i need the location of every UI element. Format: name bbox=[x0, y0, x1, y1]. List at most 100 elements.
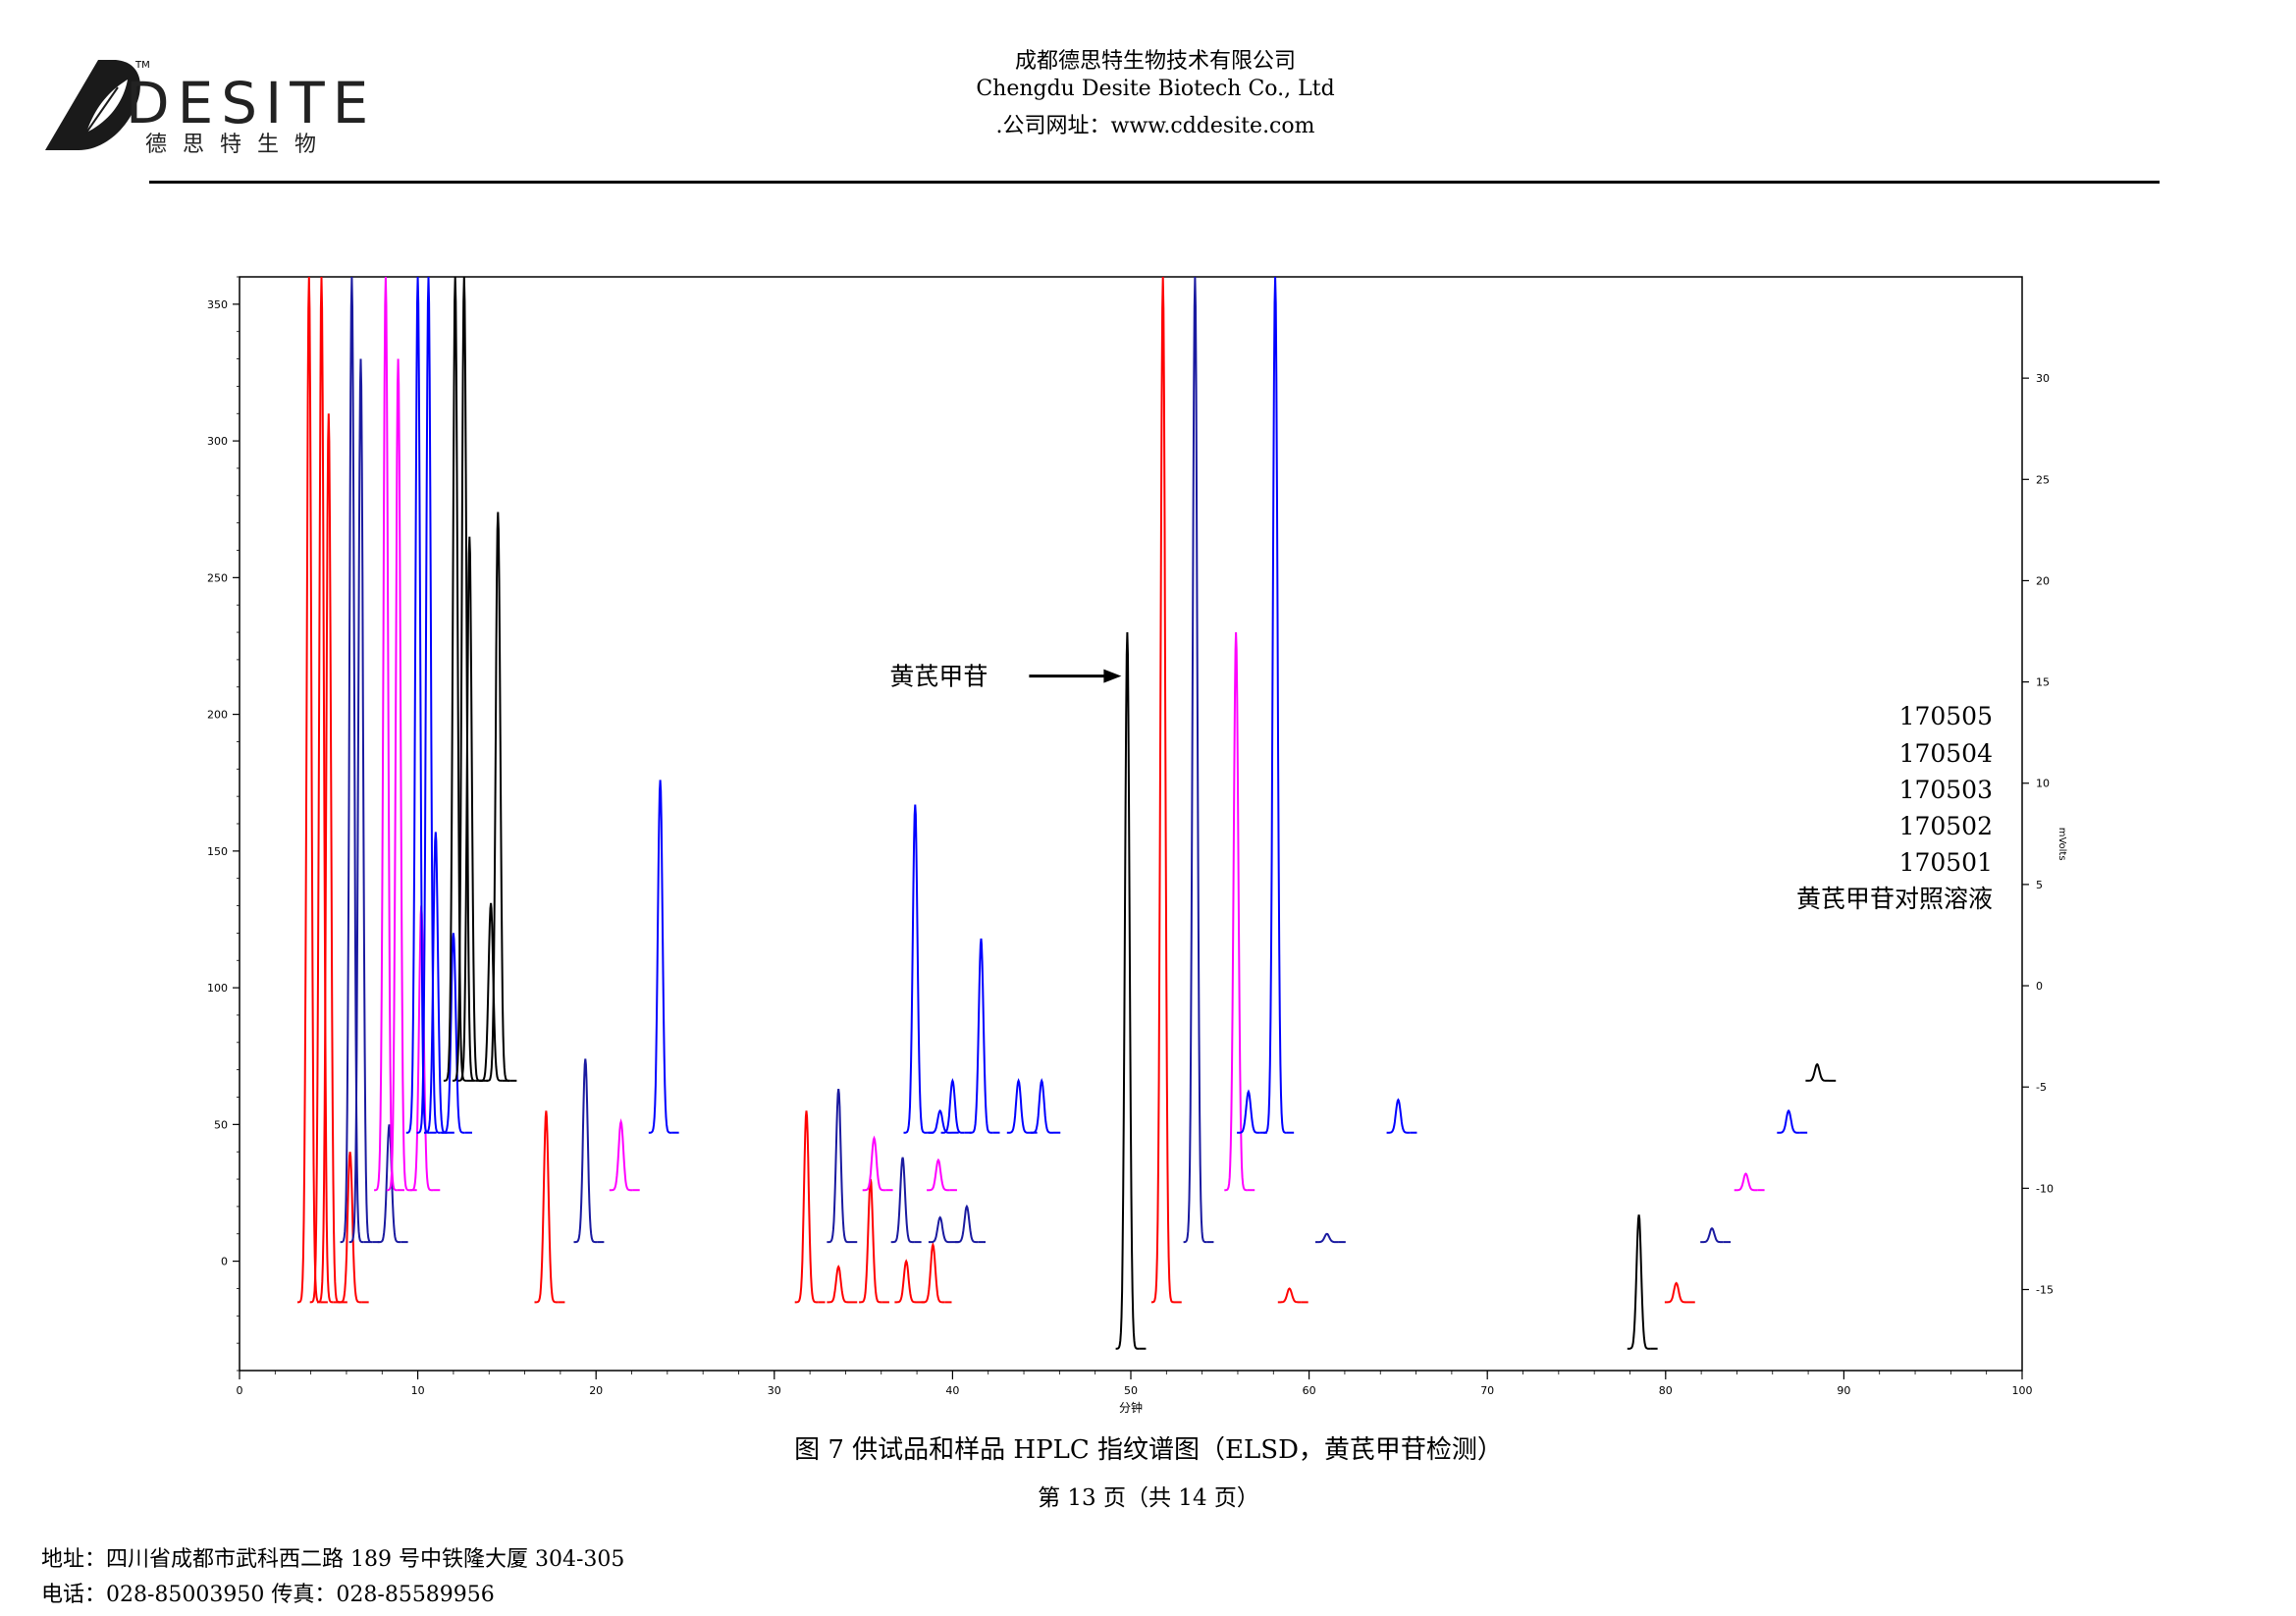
figure-caption: 图 7 供试品和样品 HPLC 指纹谱图（ELSD，黄芪甲苷检测） bbox=[794, 1435, 1503, 1465]
series-label: 170502 bbox=[1899, 812, 1993, 840]
x-axis-label: 分钟 bbox=[1119, 1400, 1143, 1414]
page-number: 第 13 页（共 14 页） bbox=[1038, 1485, 1259, 1511]
peak-mark bbox=[457, 536, 482, 1082]
y2-tick-label: 0 bbox=[2036, 980, 2043, 993]
annotation-arrowhead bbox=[1103, 669, 1122, 683]
peak-mark bbox=[1030, 1077, 1053, 1134]
peak-mark bbox=[859, 1178, 882, 1304]
leaf-logo-icon bbox=[45, 60, 140, 150]
peak-mark bbox=[1734, 1172, 1758, 1192]
series-label: 170504 bbox=[1899, 739, 1993, 768]
hplc-chromatogram: 0 10 20 30 40 50 60 70 80 90 100分钟0501001502002503… bbox=[207, 276, 2067, 1414]
peak-mark bbox=[374, 277, 398, 1192]
peak-mark bbox=[1224, 631, 1248, 1192]
y2-tick-label: 15 bbox=[2036, 676, 2050, 689]
peak-mark bbox=[405, 277, 430, 1134]
peak-mark bbox=[573, 1058, 598, 1244]
chart-labels: 黄芪甲苷对照溶液 170501 170502 170503 170504 170505 黄芪… bbox=[889, 663, 1993, 913]
peak-mark bbox=[317, 413, 341, 1304]
y-tick-label: 300 bbox=[207, 435, 228, 448]
y-tick-label: 50 bbox=[214, 1118, 228, 1131]
peak-mark bbox=[1777, 1108, 1800, 1134]
peak-mark bbox=[348, 358, 373, 1244]
peak-mark bbox=[927, 1158, 950, 1192]
peak-mark bbox=[1183, 277, 1207, 1244]
y2-tick-label: -15 bbox=[2036, 1283, 2054, 1296]
y2-tick-label: 10 bbox=[2036, 778, 2050, 790]
logo-trademark: TM bbox=[135, 60, 150, 71]
logo-brand-text: DESITE bbox=[126, 70, 377, 136]
x-tick-label: 80 bbox=[1659, 1384, 1673, 1397]
peak-mark bbox=[794, 1110, 819, 1304]
peak-mark bbox=[297, 277, 321, 1304]
peak-mark bbox=[827, 1265, 850, 1304]
peak-mark bbox=[486, 512, 510, 1082]
company-website: .公司网址：www.cddesite.com bbox=[995, 114, 1315, 138]
series-label: 黄芪甲苷对照溶液 bbox=[1796, 885, 1993, 913]
peak-mark bbox=[890, 1157, 915, 1244]
peak-mark bbox=[479, 902, 503, 1082]
trace-黄芪甲苷对照溶液 bbox=[1115, 631, 1658, 1350]
peak-mark bbox=[969, 938, 993, 1134]
peak-mark bbox=[903, 804, 928, 1134]
series-label: 170501 bbox=[1899, 848, 1993, 877]
trace-170502 bbox=[340, 277, 1732, 1244]
y-tick-label: 150 bbox=[207, 845, 228, 858]
peak-mark bbox=[1150, 277, 1175, 1304]
x-tick-label: 0 bbox=[237, 1384, 243, 1397]
peak-mark bbox=[1700, 1226, 1724, 1244]
series-label: 170505 bbox=[1899, 702, 1993, 730]
y-tick-label: 0 bbox=[221, 1256, 228, 1268]
peak-mark bbox=[1315, 1232, 1339, 1244]
chart-traces bbox=[297, 277, 1837, 1350]
peak-mark bbox=[1664, 1281, 1688, 1304]
series-label: 170503 bbox=[1899, 776, 1993, 804]
peak-mark bbox=[442, 933, 465, 1134]
y-tick-label: 100 bbox=[207, 982, 228, 995]
peak-mark bbox=[1386, 1098, 1411, 1134]
y-tick-label: 350 bbox=[207, 298, 228, 311]
y-tick-label: 250 bbox=[207, 571, 228, 584]
annotation-label: 黄芪甲苷 bbox=[889, 663, 988, 691]
footer-contact: 电话：028-85003950 传真：028-85589956 bbox=[41, 1583, 495, 1607]
peak-mark bbox=[1115, 631, 1140, 1350]
company-logo: DESITE TM 德思特生物 bbox=[39, 54, 368, 162]
x-tick-label: 50 bbox=[1124, 1384, 1138, 1397]
peak-mark bbox=[648, 780, 672, 1134]
peak-mark bbox=[416, 277, 441, 1134]
peak-mark bbox=[940, 1077, 965, 1134]
company-name-en: Chengdu Desite Biotech Co., Ltd bbox=[976, 77, 1335, 101]
peak-mark bbox=[534, 1110, 559, 1304]
x-tick-label: 90 bbox=[1837, 1384, 1850, 1397]
peak-mark bbox=[340, 277, 364, 1244]
y2-tick-label: 5 bbox=[2036, 879, 2043, 891]
peak-mark bbox=[386, 358, 410, 1192]
peak-mark bbox=[921, 1241, 945, 1304]
company-name-cn: 成都德思特生物技术有限公司 bbox=[1014, 49, 1296, 74]
x-tick-label: 40 bbox=[945, 1384, 959, 1397]
y-tick-label: 200 bbox=[207, 709, 228, 722]
y2-tick-label: 25 bbox=[2036, 473, 2050, 486]
x-tick-label: 10 bbox=[411, 1384, 425, 1397]
trace-170504 bbox=[405, 277, 1808, 1134]
peak-mark bbox=[1805, 1062, 1829, 1082]
trace-170505 bbox=[443, 277, 1837, 1082]
peak-mark bbox=[1627, 1214, 1651, 1350]
y2-tick-label: -10 bbox=[2036, 1182, 2054, 1195]
peak-mark bbox=[894, 1259, 918, 1304]
y2-tick-label: 30 bbox=[2036, 372, 2050, 385]
x-tick-label: 70 bbox=[1480, 1384, 1494, 1397]
x-tick-label: 20 bbox=[589, 1384, 603, 1397]
peak-mark bbox=[1237, 1089, 1260, 1134]
peak-mark bbox=[862, 1135, 886, 1192]
peak-mark bbox=[424, 832, 448, 1134]
peak-mark bbox=[928, 1215, 952, 1244]
peak-mark bbox=[1263, 277, 1287, 1134]
peak-mark bbox=[309, 277, 334, 1304]
header-divider bbox=[149, 181, 2160, 184]
footer-address: 地址：四川省成都市武科西二路 189 号中铁隆大厦 304-305 bbox=[41, 1547, 625, 1572]
x-tick-label: 100 bbox=[2012, 1384, 2033, 1397]
trace-170501 bbox=[297, 277, 1695, 1304]
peak-mark bbox=[1277, 1287, 1302, 1304]
peak-mark bbox=[453, 277, 476, 1082]
